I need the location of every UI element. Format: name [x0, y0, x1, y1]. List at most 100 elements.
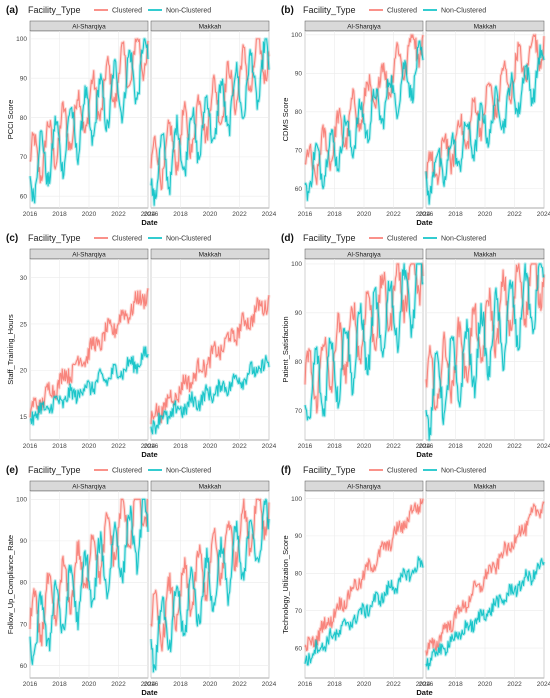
x-tick-label: 2018 — [327, 681, 342, 688]
y-tick-label: 20 — [20, 368, 28, 375]
y-tick-label: 100 — [291, 496, 302, 503]
series-line-clustered — [29, 498, 149, 647]
facet-strip-label: Al-Sharqiya — [347, 251, 381, 258]
x-tick-label: 2018 — [173, 443, 188, 450]
y-tick-label: 70 — [20, 154, 28, 161]
x-tick-label: 2022 — [111, 681, 126, 688]
series-line-non-clustered — [29, 346, 149, 426]
legend-label-non-clustered: Non-Clustered — [441, 236, 486, 243]
x-tick-label: 2024 — [141, 211, 156, 218]
facet-strip-label: Makkah — [199, 483, 222, 490]
series-band-non-clustered — [29, 345, 150, 427]
series-band-clustered — [149, 294, 271, 425]
facet-al-sharqiya: Al-Sharqiya 2016 2018 2020 2022 2024 — [298, 480, 431, 688]
y-tick-label: 90 — [20, 76, 28, 83]
series-line-non-clustered — [150, 498, 270, 673]
x-tick-label: 2024 — [262, 443, 277, 450]
facet-al-sharqiya: Al-Sharqiya 2016 2018 2020 2022 2024 — [23, 480, 156, 688]
series-line-non-clustered — [304, 556, 424, 666]
x-tick-label: 2022 — [386, 211, 401, 218]
x-tick-label: 2020 — [357, 443, 372, 450]
series-band-clustered — [303, 33, 425, 186]
chart-panel-2: (b) Facility_Type Clustered Non-Clustered CD… — [281, 5, 550, 227]
x-tick-label: 2016 — [298, 211, 313, 218]
x-tick-label: 2020 — [82, 443, 97, 450]
y-axis-title: PCCI Score — [6, 100, 15, 140]
facet-makkah: Makkah 2016 2018 2020 2022 2024 — [144, 480, 277, 688]
x-tick-label: 2020 — [478, 681, 493, 688]
series-line-non-clustered — [29, 498, 149, 665]
y-tick-label: 80 — [20, 580, 28, 587]
legend-label-clustered: Clustered — [112, 468, 142, 475]
legend-label-clustered: Clustered — [387, 236, 417, 243]
x-tick-label: 2018 — [173, 211, 188, 218]
series-band-non-clustered — [303, 555, 425, 667]
series-band-clustered — [424, 262, 546, 412]
series-line-non-clustered — [304, 40, 424, 201]
x-tick-label: 2016 — [419, 211, 434, 218]
y-tick-label: 80 — [295, 571, 303, 578]
x-tick-label: 2016 — [23, 681, 38, 688]
panel-label: (e) — [6, 465, 18, 476]
legend-title: Facility_Type — [28, 465, 81, 475]
y-tick-label: 80 — [295, 109, 303, 116]
x-axis-title: Date — [416, 688, 432, 697]
chart-panel-5: (e) Facility_Type Clustered Non-Clustered Fo… — [6, 465, 277, 697]
y-tick-label: 70 — [295, 608, 303, 615]
facet-strip-label: Al-Sharqiya — [347, 23, 381, 30]
x-tick-label: 2018 — [173, 681, 188, 688]
x-tick-label: 2022 — [386, 443, 401, 450]
series-band-non-clustered — [149, 497, 271, 674]
legend-label-clustered: Clustered — [112, 236, 142, 243]
y-tick-label: 60 — [20, 663, 28, 670]
series-line-non-clustered — [425, 263, 545, 441]
series-line-non-clustered — [425, 44, 545, 205]
series-band-non-clustered — [303, 262, 425, 422]
y-tick-label: 70 — [295, 408, 303, 415]
series-band-non-clustered — [424, 43, 546, 206]
series-line-non-clustered — [29, 38, 149, 204]
y-tick-label: 60 — [295, 186, 303, 193]
x-tick-label: 2016 — [23, 443, 38, 450]
x-tick-label: 2024 — [141, 443, 156, 450]
x-tick-label: 2020 — [82, 681, 97, 688]
series-line-clustered — [425, 501, 545, 656]
chart-panel-1: (a) Facility_Type Clustered Non-Clustered PC… — [6, 5, 277, 227]
facet-strip-label: Al-Sharqiya — [347, 483, 381, 490]
y-tick-label: 80 — [20, 115, 28, 122]
legend-title: Facility_Type — [28, 233, 81, 243]
y-axis-title: Patient_Satisfaction — [281, 316, 290, 382]
y-tick-label: 100 — [291, 261, 302, 268]
series-line-clustered — [150, 38, 270, 191]
legend-label-clustered: Clustered — [387, 468, 417, 475]
facet-makkah: Makkah 2016 2018 2020 2022 2024 — [419, 248, 550, 450]
facet-makkah: Makkah 2016 2018 2020 2022 2024 — [419, 480, 550, 688]
series-line-clustered — [304, 263, 424, 414]
x-tick-label: 2018 — [52, 211, 67, 218]
series-band-clustered — [303, 497, 425, 653]
y-tick-label: 90 — [295, 533, 303, 540]
legend-label-non-clustered: Non-Clustered — [441, 8, 486, 15]
y-tick-label: 90 — [295, 310, 303, 317]
facet-al-sharqiya: Al-Sharqiya 2016 2018 2020 2022 2024 — [298, 248, 431, 450]
series-band-clustered — [28, 497, 149, 648]
series-band-non-clustered — [28, 37, 150, 205]
x-tick-label: 2016 — [144, 443, 159, 450]
series-band-clustered — [28, 287, 150, 418]
series-band-non-clustered — [28, 497, 150, 666]
facet-strip-label: Al-Sharqiya — [72, 251, 106, 258]
facet-makkah: Makkah 2016 2018 2020 2022 2024 — [144, 20, 277, 218]
x-tick-label: 2022 — [386, 681, 401, 688]
x-tick-label: 2022 — [111, 211, 126, 218]
y-tick-label: 30 — [20, 275, 28, 282]
series-line-clustered — [304, 498, 424, 652]
facet-strip-label: Makkah — [199, 23, 222, 30]
legend-label-non-clustered: Non-Clustered — [441, 468, 486, 475]
series-band-clustered — [424, 500, 546, 657]
legend-title: Facility_Type — [28, 5, 81, 15]
chart-panel-4: (d) Facility_Type Clustered Non-Clustered Pa… — [281, 233, 550, 459]
chart-panel-6: (f) Facility_Type Clustered Non-Clustered Te… — [281, 465, 550, 697]
x-axis-title: Date — [416, 450, 432, 459]
x-tick-label: 2020 — [203, 211, 218, 218]
